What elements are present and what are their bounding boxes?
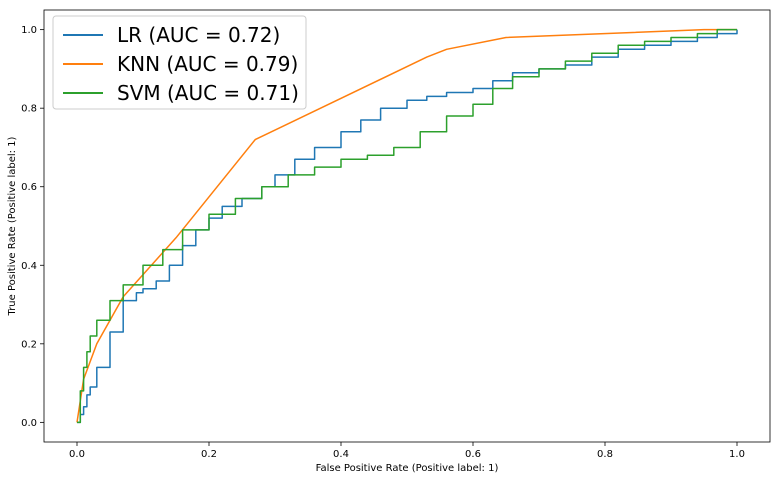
y-tick-label: 0.6 [21,182,37,193]
series-line-3 [77,28,737,424]
tick-group: 0.0 0.2 0.4 0.6 0.8 1.0 0.0 0.2 0.4 0.6 0.8 1.0 [21,25,745,460]
x-tick-label: 0.0 [69,449,85,460]
y-axis-title: True Positive Rate (Positive label: 1) [7,136,18,316]
y-tick-label: 0.2 [21,339,37,350]
x-axis-title: False Positive Rate (Positive label: 1) [316,463,499,474]
x-tick-label: 0.6 [465,449,481,460]
legend-label-2: KNN (AUC = 0.79) [117,52,298,76]
series-line-2 [76,28,737,423]
x-tick-label: 0.8 [597,449,613,460]
series-group [76,28,738,424]
x-tick-label: 1.0 [729,449,745,460]
legend: LR (AUC = 0.72) KNN (AUC = 0.79) SVM (AUC … [52,15,307,110]
y-tick-label: 0.0 [21,418,37,429]
legend-frame [52,15,307,110]
x-tick-label: 0.2 [201,449,217,460]
series-line-1 [77,29,738,424]
legend-label-3: SVM (AUC = 0.71) [117,81,299,105]
plot-frame [43,9,771,443]
y-tick-label: 0.8 [21,104,37,115]
y-tick-label: 0.4 [21,261,37,272]
legend-label-1: LR (AUC = 0.72) [117,23,280,47]
y-tick-label: 1.0 [21,25,37,36]
x-tick-label: 0.4 [333,449,349,460]
